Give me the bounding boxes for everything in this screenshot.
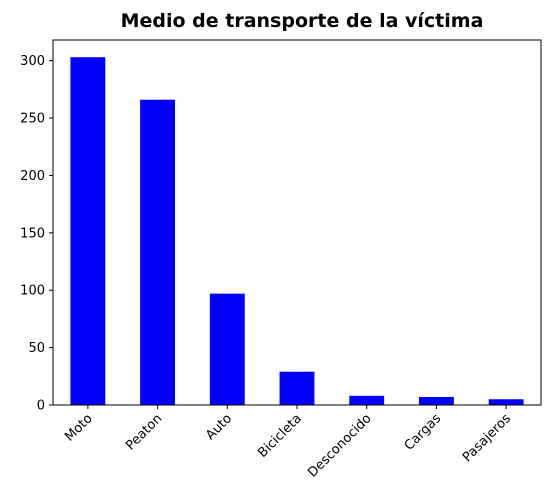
x-tick-label: Auto [203, 411, 235, 443]
y-tick-label: 150 [20, 226, 45, 241]
chart-title: Medio de transporte de la víctima [121, 10, 484, 32]
x-tick-label: Bicicleta [255, 411, 305, 461]
x-tick-label: Peaton [123, 411, 165, 453]
bar-desconocido [349, 395, 385, 405]
plot-area: 0 50 100 150 200 250 300 Moto Peaton Auto Biciclet… [20, 39, 542, 481]
bar-cargas [419, 396, 454, 405]
bar-moto [70, 57, 106, 405]
y-tick-label: 250 [20, 112, 45, 127]
y-tick-label: 0 [37, 399, 45, 414]
x-tick-label: Cargas [402, 411, 445, 454]
x-tick-label: Desconocido [305, 411, 374, 480]
bar-auto [209, 293, 245, 405]
y-tick-label: 50 [28, 341, 45, 356]
y-tick-label: 100 [20, 284, 45, 299]
y-tick-label: 300 [20, 54, 45, 69]
bar-peaton [140, 99, 175, 405]
bar-bicicleta [279, 371, 315, 405]
axes-frame [52, 39, 542, 406]
y-tick-label: 200 [20, 169, 45, 184]
bar-pasajeros [488, 399, 524, 405]
x-tick-label: Moto [62, 411, 95, 444]
x-tick-label: Pasajeros [460, 411, 514, 465]
